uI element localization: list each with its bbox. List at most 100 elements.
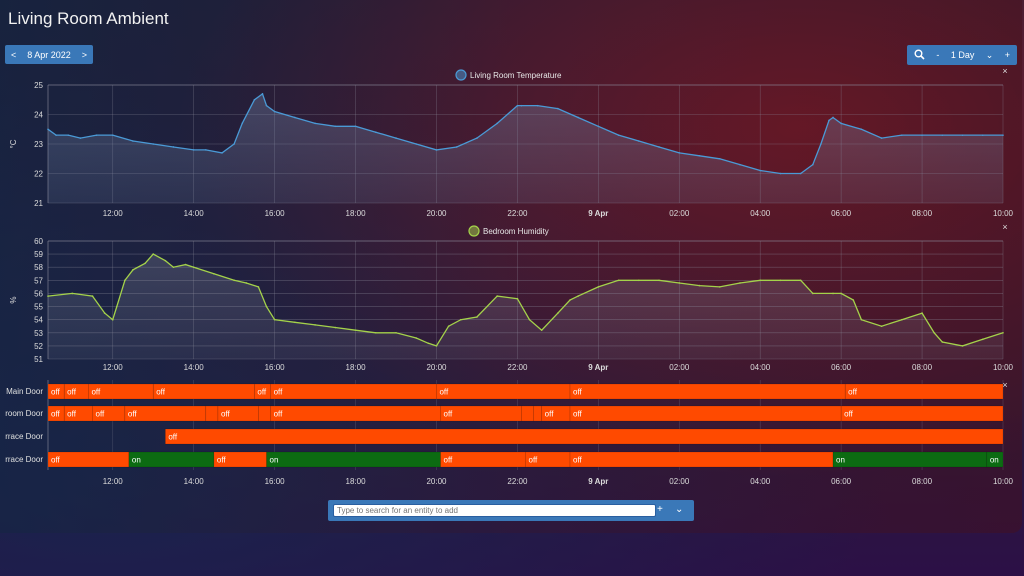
timeline-x-tick-label: 08:00 <box>912 477 933 486</box>
hum-legend[interactable]: Bedroom Humidity <box>468 225 549 237</box>
search-dropdown-chevron-icon[interactable]: ⌄ <box>675 504 684 515</box>
date-picker[interactable]: < 8 Apr 2022 > <box>5 45 93 64</box>
temp-x-tick-label: 22:00 <box>507 209 528 218</box>
timeline-close-icon[interactable]: × <box>1002 380 1007 390</box>
timeline-x-tick-label: 9 Apr <box>588 477 608 486</box>
temp-x-tick-label: 04:00 <box>750 209 771 218</box>
hum-x-tick-label: 20:00 <box>426 363 447 372</box>
hum-data-point <box>273 318 276 321</box>
timeline-segment-state: on <box>270 456 279 465</box>
temp-data-point <box>354 125 357 128</box>
timeline-segment[interactable] <box>152 383 255 400</box>
temp-data-point <box>415 143 418 145</box>
range-plus-button[interactable]: + <box>1004 50 1010 60</box>
temp-data-point <box>205 149 207 151</box>
timeline-segment-state: off <box>67 410 77 419</box>
temp-data-point <box>192 149 195 151</box>
temperature-chart: Living Room Temperature × 25 24 23 22 21 °C 12:0… <box>9 66 1014 218</box>
timeline-segment[interactable] <box>840 405 1004 422</box>
range-picker[interactable]: - 1 Day ⌄ + <box>907 45 1017 65</box>
add-entity-button[interactable]: + <box>657 504 663 515</box>
temp-series-line <box>47 92 1003 175</box>
timeline-segment[interactable] <box>205 405 219 422</box>
entity-search-input[interactable] <box>333 504 656 517</box>
range-dropdown-chevron-icon[interactable]: ⌄ <box>985 49 994 60</box>
timeline-segment[interactable] <box>844 383 1004 400</box>
hum-data-point <box>91 295 94 297</box>
temp-data-point <box>241 122 244 125</box>
timeline-segment-state: off <box>529 456 539 465</box>
hum-data-point <box>852 299 855 301</box>
timeline-segment-state: off <box>221 410 231 419</box>
timeline-segment[interactable] <box>270 383 437 400</box>
hum-close-icon[interactable]: × <box>1002 222 1007 232</box>
temp-data-point <box>516 104 519 107</box>
temp-data-point <box>221 152 223 154</box>
range-minus-button[interactable]: - <box>936 50 940 60</box>
timeline-segment-state: off <box>51 388 61 397</box>
temp-data-point <box>536 104 539 107</box>
temp-data-point <box>941 134 944 136</box>
timeline-segment[interactable] <box>533 405 542 422</box>
timeline-segment-state: off <box>444 456 454 465</box>
temp-data-point <box>597 125 600 128</box>
temp-data-point <box>812 163 814 166</box>
hum-data-point <box>144 262 146 265</box>
timeline-segment[interactable] <box>266 451 441 468</box>
timeline-segment[interactable] <box>128 451 215 468</box>
hum-data-point <box>124 279 126 282</box>
timeline-segment[interactable] <box>436 383 571 400</box>
hum-y-tick-label: 58 <box>34 263 43 272</box>
timeline-segment[interactable] <box>569 383 846 400</box>
timeline-segment[interactable] <box>569 451 834 468</box>
timeline-segment[interactable] <box>440 405 522 422</box>
zoom-icon[interactable] <box>914 49 925 62</box>
temp-data-point <box>901 134 903 136</box>
timeline-row-label: room Door <box>5 409 43 418</box>
temp-data-point <box>520 104 523 107</box>
temp-legend-marker <box>455 69 467 81</box>
timeline-segment[interactable] <box>124 405 207 422</box>
temp-data-point <box>455 146 458 148</box>
timeline-segment[interactable] <box>569 405 842 422</box>
timeline-segment[interactable] <box>47 451 130 468</box>
hum-data-point <box>245 282 248 284</box>
timeline-segment[interactable] <box>986 451 1004 468</box>
temp-data-point <box>820 143 822 145</box>
hum-data-point <box>658 279 660 282</box>
temp-data-point <box>496 122 498 125</box>
timeline-x-tick-label: 20:00 <box>426 477 447 486</box>
prev-day-button[interactable]: < <box>11 49 17 60</box>
date-label[interactable]: 8 Apr 2022 <box>27 49 71 60</box>
timeline-segment-state: on <box>990 456 999 465</box>
timeline-segment[interactable] <box>440 451 526 468</box>
hum-x-tick-label: 02:00 <box>669 363 690 372</box>
hum-x-tick-label: 18:00 <box>346 363 367 372</box>
hum-data-point <box>1002 331 1004 334</box>
hum-x-tick-label: 10:00 <box>993 363 1014 372</box>
temp-data-point <box>265 104 268 107</box>
temp-data-point <box>67 134 70 136</box>
range-label[interactable]: 1 Day <box>950 50 975 60</box>
temp-data-point <box>832 116 834 119</box>
temp-data-point <box>476 137 478 139</box>
timeline-segment-state: off <box>96 410 106 419</box>
timeline-segment[interactable] <box>521 405 534 422</box>
temp-legend[interactable]: Living Room Temperature <box>455 69 562 81</box>
timeline-segment[interactable] <box>270 405 441 422</box>
timeline-segment[interactable] <box>258 405 271 422</box>
timeline-segment[interactable] <box>832 451 988 468</box>
temp-close-icon[interactable]: × <box>1002 66 1007 76</box>
hum-data-point <box>265 305 268 308</box>
timeline-segment-state: off <box>67 388 77 397</box>
temp-data-point <box>828 119 830 122</box>
next-day-button[interactable]: > <box>81 49 87 60</box>
hum-data-point <box>459 318 462 321</box>
hum-data-point <box>233 279 235 282</box>
hum-data-point <box>415 337 418 339</box>
temp-x-tick-label: 20:00 <box>426 209 447 218</box>
hum-data-point <box>184 263 187 266</box>
timeline-segment[interactable] <box>165 428 1004 445</box>
temp-legend-label: Living Room Temperature <box>470 71 562 80</box>
temp-data-point <box>132 140 134 142</box>
